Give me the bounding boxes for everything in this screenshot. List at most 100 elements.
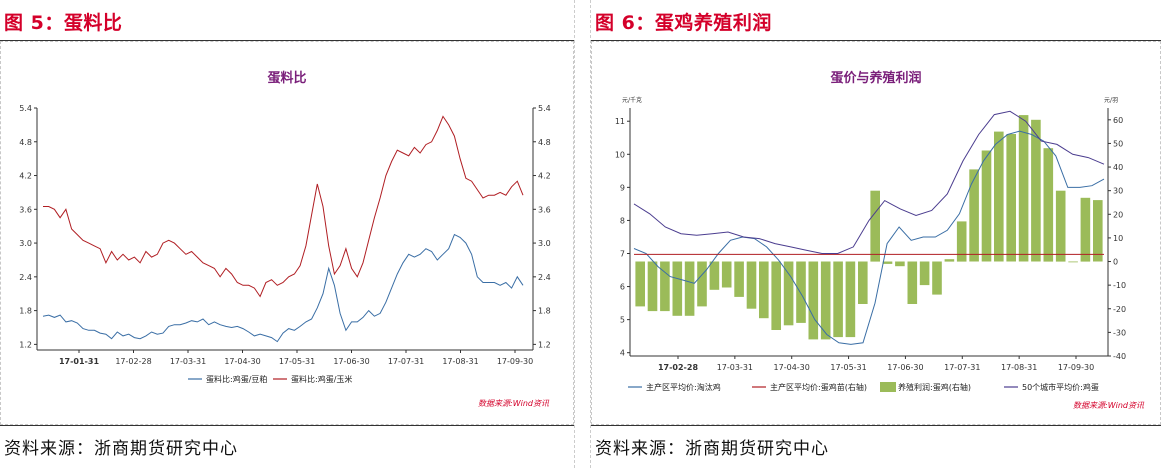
left-y-tick-label: 5 [620,316,625,325]
legend-label: 主产区平均价:淘汰鸡 [646,382,721,392]
source-watermark: 数据来源:Wind资讯 [478,399,550,408]
right-y-tick-label: 1.8 [538,307,551,316]
profit-bar [1093,200,1103,262]
left-axis-unit: 元/千克 [622,96,642,104]
profit-bar [1031,119,1041,262]
right-y-tick-label: -10 [1113,281,1126,290]
profit-bar [919,261,930,286]
x-tick-label: 17-07-31 [944,363,980,372]
left-y-tick-label: 5.4 [19,104,32,113]
profit-bar [647,261,658,312]
legend-label: 蛋料比:鸡蛋/豆粕 [206,374,267,384]
profit-bar [672,261,683,316]
right-y-tick-label: 3.6 [538,205,551,214]
profit-bar [1006,134,1016,262]
right-y-tick-label: 0 [1113,258,1118,267]
series-line-egg-soymeal [42,233,524,343]
profit-bar [1080,197,1091,262]
left-title-bar: 图 5：蛋料比 [0,0,574,41]
left-y-tick-label: 1.8 [19,307,32,316]
profit-bar [660,261,670,312]
profit-bar [870,190,880,262]
x-tick-label: 17-06-30 [887,363,923,372]
profit-bar [635,261,645,307]
x-tick-label: 17-03-31 [717,363,753,372]
chart-title: 蛋价与养殖利润 [830,70,921,86]
x-tick-label: 17-08-31 [442,357,478,366]
x-tick-label: 17-05-31 [279,357,315,366]
left-y-tick-label: 4 [620,349,625,358]
profit-bar [820,261,831,340]
left-y-tick-label: 8 [620,216,625,225]
legend-label: 50个城市平均价:鸡蛋 [1022,382,1099,392]
profit-bar [721,261,732,288]
profit-bar [882,261,893,264]
profit-bar [1043,148,1054,262]
profit-bar [895,261,905,267]
profit-bar [907,261,918,304]
profit-bar [858,261,868,304]
profit-bar [994,131,1004,262]
panel-gap [574,0,591,468]
legend-label: 养殖利润:蛋鸡(右轴) [898,382,971,392]
profit-bar [944,259,955,262]
left-y-tick-label: 10 [615,150,625,159]
right-title-bar: 图 6：蛋鸡养殖利润 [591,0,1161,41]
left-y-tick-label: 2.4 [19,273,32,282]
profit-bar [808,261,819,340]
profit-bar [981,150,992,262]
right-y-tick-label: 4.8 [538,138,551,147]
left-y-tick-label: 3.6 [19,205,32,214]
right-y-tick-label: 1.2 [538,340,551,349]
right-y-tick-label: 60 [1113,116,1123,125]
source-watermark: 数据来源:Wind资讯 [1073,401,1145,410]
x-tick-label: 17-02-28 [115,357,151,366]
right-footer-bar: 资料来源：浙商期货研究中心 [591,425,1161,464]
profit-bar [1055,190,1066,262]
profit-bar [833,261,843,338]
profit-bar [734,261,744,297]
egg-feed-ratio-panel: 图 5：蛋料比 蛋料比 1.2 1.2 1.8 1.8 2.4 2.4 3.0 3.0 3.6 3.… [0,0,574,468]
profit-bar [783,261,794,326]
city-egg-price-line [633,110,1105,254]
profit-bar [932,261,942,295]
profit-bar [1068,261,1078,263]
right-y-tick-label: 3.0 [538,239,551,248]
right-chart-frame: 蛋价与养殖利润 元/千克 元/羽 4 5 6 7 8 9 10 11 -40 -30 -20 -10 0 10 2… [591,41,1161,425]
x-tick-label: 17-09-30 [497,357,533,366]
right-axis-unit: 元/羽 [1104,97,1118,104]
right-y-tick-label: 20 [1113,210,1123,219]
left-y-tick-label: 9 [620,183,625,192]
right-y-tick-label: -40 [1113,352,1126,361]
x-tick-label: 17-03-31 [170,357,206,366]
right-y-tick-label: 40 [1113,163,1123,172]
profit-bar [697,261,707,307]
right-y-tick-label: -20 [1113,305,1126,314]
x-tick-label: 17-01-31 [59,357,99,366]
left-chart-frame: 蛋料比 1.2 1.2 1.8 1.8 2.4 2.4 3.0 3.0 3.6 3.6 4.2 4.2 4… [0,41,574,425]
x-tick-label: 17-09-30 [1058,363,1094,372]
egg-feed-ratio-chart: 蛋料比 1.2 1.2 1.8 1.8 2.4 2.4 3.0 3.0 3.6 3.6 4.2 4.2 4… [19,70,551,408]
x-tick-label: 17-06-30 [333,357,369,366]
culled-hen-price-line [633,130,1105,345]
right-y-tick-label: 50 [1113,139,1123,148]
profit-bar [709,261,720,290]
profit-bar [759,261,769,319]
legend-label: 主产区平均价:蛋鸡苗(右轴) [770,382,867,392]
left-source-note: 资料来源：浙商期货研究中心 [4,439,238,459]
legend-swatch [880,382,896,392]
right-y-tick-label: 4.2 [538,172,551,181]
left-y-tick-label: 7 [620,249,625,258]
profit-bar [796,261,806,323]
left-y-tick-label: 11 [615,117,625,126]
right-source-note: 资料来源：浙商期货研究中心 [595,439,829,459]
profit-bar [746,261,757,309]
right-panel-heading: 图 6：蛋鸡养殖利润 [595,12,772,34]
profit-bar [771,261,781,330]
left-y-tick-label: 4.8 [19,138,32,147]
series-line-egg-corn [43,115,524,298]
legend-label: 蛋料比:鸡蛋/玉米 [291,374,352,384]
x-tick-label: 17-04-30 [774,363,810,372]
left-y-tick-label: 3.0 [19,239,32,248]
profit-bar [1018,115,1029,262]
